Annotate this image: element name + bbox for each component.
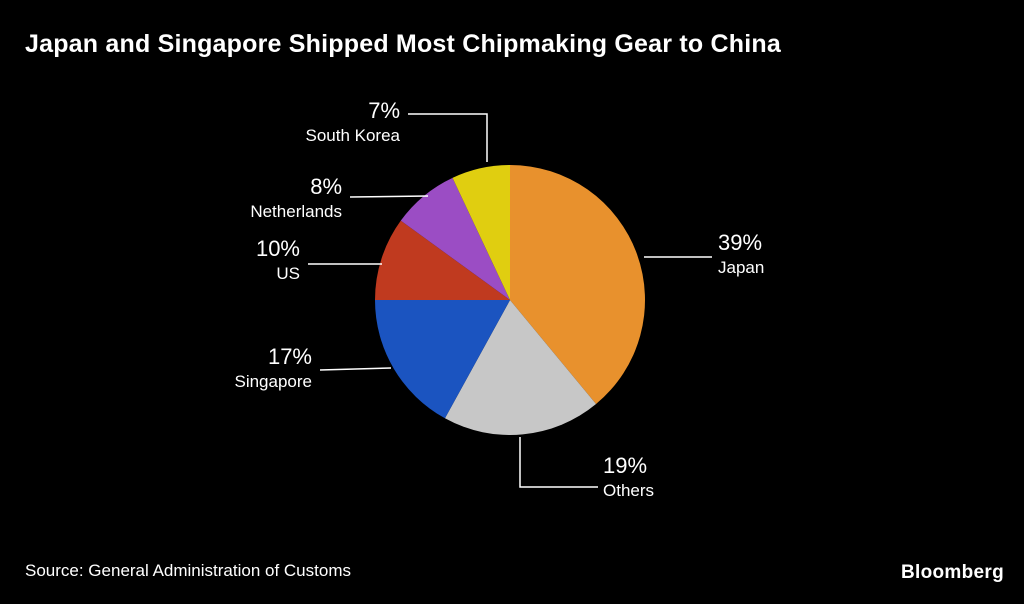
callout-south-korea: 7% South Korea [305,97,400,148]
callout-netherlands: 8% Netherlands [250,173,342,224]
callout-singapore: 17% Singapore [234,343,312,394]
callout-japan: 39% Japan [718,229,764,280]
pie-slice-others [444,300,597,435]
callout-netherlands-pct: 8% [310,174,342,199]
callout-us-pct: 10% [255,236,300,261]
callout-others-pct: 19% [603,453,648,478]
callout-netherlands-label: Netherlands [250,202,342,221]
leader-line-south-korea [408,113,488,162]
pie-chart [375,165,645,435]
bloomberg-logo: Bloomberg [901,562,1004,583]
pie-slice-netherlands [400,177,510,300]
chart-title: Japan and Singapore Shipped Most Chipmak… [25,30,781,58]
callout-others-label: Others [603,481,655,500]
pie-slice-south-korea [452,165,510,300]
callout-singapore-pct: 17% [267,344,312,369]
callout-us-label: US [276,264,300,283]
source-note: Source: General Administration of Custom… [25,561,351,580]
callout-japan-pct: 39% [718,230,763,255]
callout-others: 19% Others [603,452,654,503]
callout-japan-label: Japan [718,258,765,277]
callout-south-korea-pct: 7% [368,98,400,123]
pie-slice-singapore [375,300,510,419]
pie-slice-us [375,220,510,300]
callout-us: 10% US [256,235,300,286]
pie-slice-japan [510,165,645,405]
callout-singapore-label: Singapore [234,372,312,391]
callout-south-korea-label: South Korea [305,126,400,145]
leader-line-others [519,437,598,488]
